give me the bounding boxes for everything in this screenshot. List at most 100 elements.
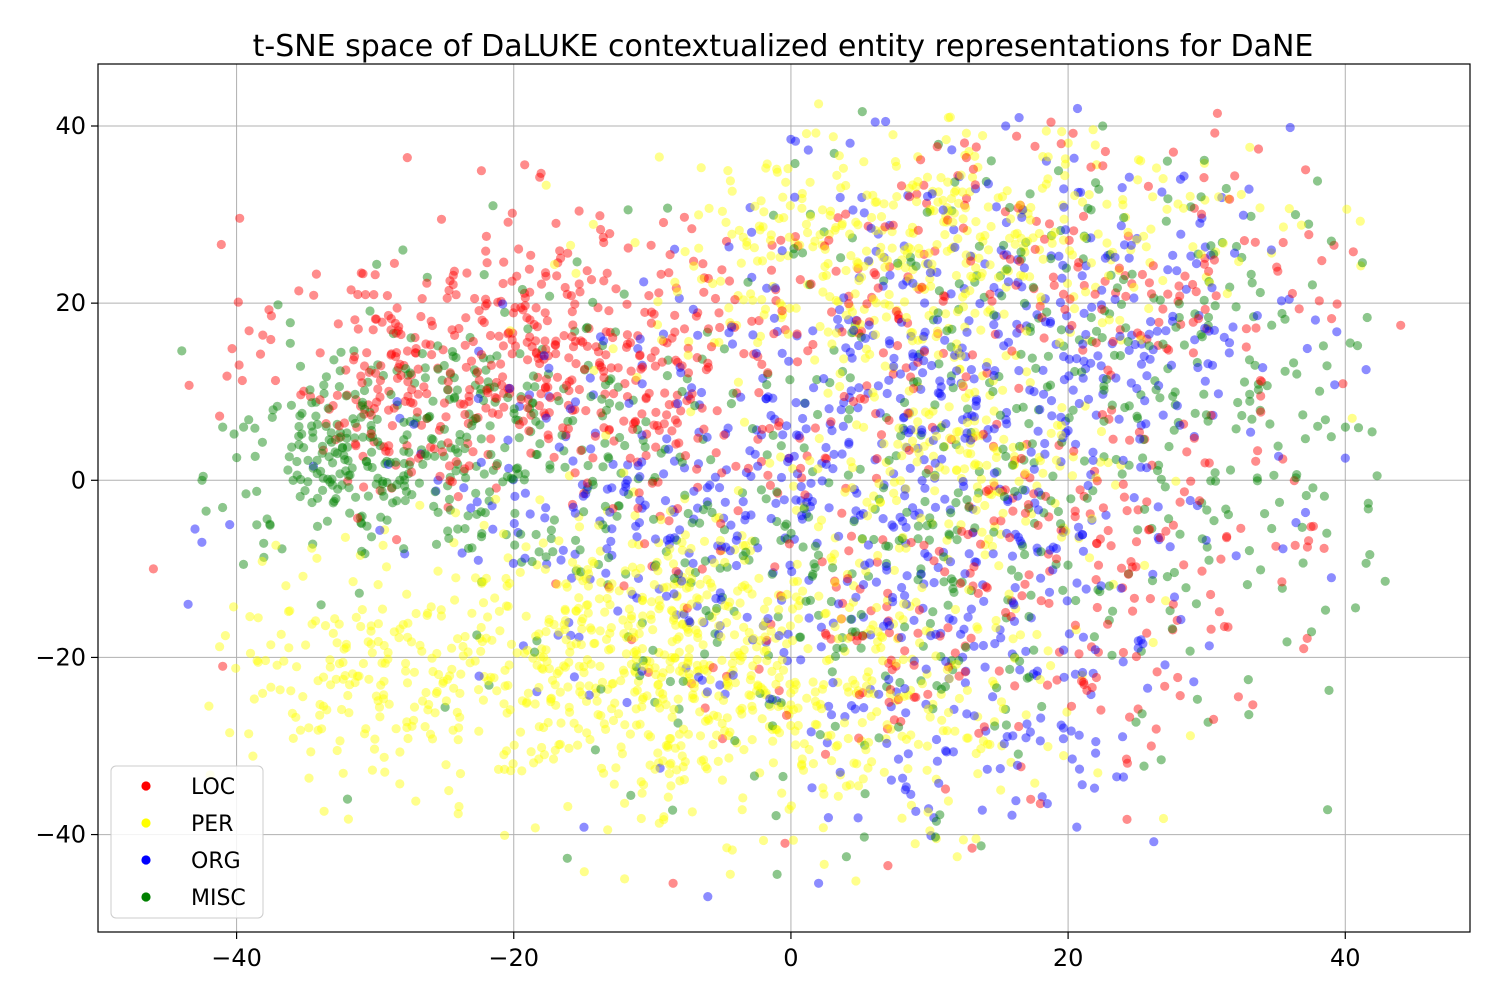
point-loc: [1143, 181, 1153, 191]
point-org: [1238, 210, 1248, 220]
point-per: [453, 809, 463, 819]
point-per: [581, 574, 591, 584]
point-per: [992, 486, 1002, 496]
point-per: [1151, 163, 1162, 173]
point-misc: [509, 404, 519, 414]
point-per: [772, 164, 782, 174]
point-loc: [1206, 624, 1216, 634]
point-loc: [1256, 391, 1266, 401]
point-loc: [749, 349, 759, 359]
point-org: [1010, 583, 1020, 593]
point-org: [971, 184, 981, 194]
point-per: [948, 217, 958, 227]
point-per: [814, 591, 824, 601]
point-org: [1059, 202, 1069, 212]
point-misc: [631, 662, 642, 672]
point-per: [474, 685, 484, 695]
point-misc: [433, 341, 443, 351]
point-loc: [640, 539, 650, 549]
point-org: [1059, 645, 1069, 655]
point-loc: [827, 307, 837, 317]
point-loc: [379, 442, 389, 452]
point-org: [803, 492, 813, 502]
point-per: [1056, 430, 1066, 440]
point-per: [831, 328, 842, 338]
point-per: [748, 295, 758, 305]
point-per: [873, 550, 883, 561]
point-misc: [467, 543, 477, 553]
point-misc: [1108, 606, 1118, 616]
point-org: [1011, 796, 1021, 806]
point-org: [971, 396, 981, 406]
point-per: [997, 741, 1007, 751]
point-misc: [436, 440, 447, 450]
point-loc: [596, 224, 606, 235]
point-per: [619, 668, 629, 678]
point-per: [479, 671, 489, 682]
point-loc: [1332, 299, 1342, 309]
point-misc: [939, 577, 949, 587]
point-org: [1138, 639, 1148, 649]
point-org: [825, 419, 835, 429]
point-per: [433, 566, 443, 576]
point-org: [1012, 319, 1022, 329]
point-per: [869, 689, 879, 699]
point-misc: [455, 436, 465, 446]
point-per: [539, 652, 549, 662]
point-loc: [613, 363, 623, 373]
point-per: [956, 351, 966, 361]
point-org: [1040, 294, 1050, 304]
point-loc: [499, 402, 509, 412]
point-per: [729, 630, 740, 640]
point-org: [1026, 613, 1036, 623]
point-loc: [1272, 262, 1282, 272]
point-per: [271, 540, 281, 550]
point-per: [543, 717, 553, 728]
point-per: [1047, 238, 1057, 248]
point-loc: [913, 357, 923, 367]
point-org: [884, 674, 894, 685]
point-org: [1003, 277, 1014, 287]
point-misc: [1255, 287, 1265, 298]
point-per: [614, 709, 624, 719]
point-org: [558, 545, 568, 556]
point-loc: [463, 438, 473, 449]
point-loc: [872, 454, 882, 464]
point-loc: [930, 246, 940, 256]
point-loc: [858, 688, 868, 698]
point-org: [473, 555, 483, 565]
point-per: [315, 699, 325, 710]
point-per: [503, 601, 513, 612]
point-loc: [940, 784, 951, 794]
point-loc: [867, 292, 877, 302]
point-loc: [887, 665, 897, 675]
point-loc: [529, 319, 539, 330]
point-loc: [551, 579, 561, 589]
point-per: [546, 694, 556, 704]
point-loc: [703, 273, 714, 284]
point-org: [801, 424, 811, 434]
point-per: [401, 658, 411, 669]
point-org: [741, 510, 751, 521]
point-org: [710, 472, 721, 482]
point-org: [1172, 401, 1182, 411]
point-misc: [966, 585, 976, 596]
point-org: [989, 320, 999, 330]
point-loc: [1128, 606, 1138, 616]
point-org: [633, 344, 643, 354]
point-org: [898, 280, 908, 290]
point-per: [904, 410, 914, 420]
point-per: [977, 527, 987, 537]
point-org: [1064, 354, 1074, 364]
point-per: [653, 680, 663, 690]
point-org: [1124, 345, 1134, 355]
point-org: [983, 425, 993, 435]
point-org: [905, 463, 915, 473]
point-org: [1129, 293, 1139, 303]
point-per: [743, 584, 753, 594]
point-org: [1029, 464, 1039, 474]
point-org: [1044, 587, 1055, 597]
point-misc: [351, 492, 361, 502]
point-per: [844, 602, 855, 613]
point-per: [735, 598, 745, 608]
